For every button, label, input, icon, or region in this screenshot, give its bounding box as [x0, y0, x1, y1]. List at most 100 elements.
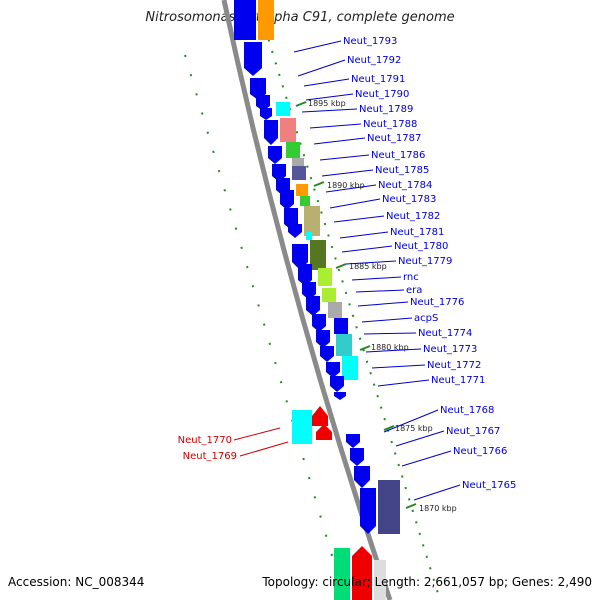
gene-feature: [300, 196, 310, 206]
gene-label[interactable]: Neut_1781: [390, 227, 444, 238]
tick-label: 1895 kbp: [308, 99, 346, 108]
leader-line: [233, 427, 281, 441]
gene-feature: [310, 240, 326, 270]
genome-summary: Topology: circular; Length: 2,661,057 bp…: [261, 575, 592, 589]
gene-feature: [250, 78, 266, 100]
leader-line: [297, 59, 346, 77]
label-leader-lines: [233, 40, 461, 501]
gene-label[interactable]: Neut_1774: [418, 328, 472, 339]
leader-line: [329, 198, 381, 209]
leader-line: [351, 276, 402, 281]
gene-feature: [280, 190, 294, 210]
leader-line: [401, 450, 452, 467]
gene-label[interactable]: Neut_1790: [355, 89, 409, 100]
leader-line: [319, 154, 370, 161]
gene-label[interactable]: Neut_1793: [343, 36, 397, 47]
gene-label[interactable]: Neut_1767: [446, 426, 500, 437]
gene-feature: [316, 330, 330, 348]
accession-label: Accession: NC_008344: [8, 575, 144, 589]
leader-line: [339, 231, 389, 239]
gene-feature: [334, 318, 348, 334]
gene-feature: [256, 95, 270, 111]
leader-line: [377, 379, 430, 387]
gene-label[interactable]: Neut_1788: [363, 119, 417, 130]
gene-feature: [292, 410, 312, 444]
leader-line: [345, 260, 397, 265]
gene-feature: [292, 166, 306, 180]
gene-labels: Neut_1793 Neut_1792 Neut_1791 Neut_1790 Neut…: [178, 36, 517, 491]
gene-label[interactable]: Neut_1787: [367, 133, 421, 144]
gene-feature: [264, 120, 278, 145]
gene-label[interactable]: rnc: [403, 272, 419, 283]
gene-feature: [312, 406, 328, 426]
gene-label[interactable]: Neut_1773: [423, 344, 477, 355]
gene-feature: [302, 282, 316, 300]
leader-line: [313, 137, 366, 145]
tick-label: 1880 kbp: [371, 343, 409, 352]
tick-label: 1870 kbp: [419, 504, 457, 513]
gene-feature: [272, 164, 286, 182]
map-title: Nitrosomonas eutropha C91, complete geno…: [145, 10, 454, 25]
leader-line: [413, 484, 461, 501]
scale-ticks: [295, 101, 417, 509]
gene-feature: [268, 146, 282, 164]
leader-line: [361, 317, 413, 323]
scale-labels: 1895 kbp 1890 kbp 1885 kbp 1880 kbp 1875…: [308, 99, 457, 513]
leader-line: [303, 78, 350, 87]
gene-label[interactable]: Neut_1766: [453, 446, 507, 457]
leader-line: [321, 169, 374, 177]
leader-line: [363, 332, 417, 335]
gene-label[interactable]: Neut_1779: [398, 256, 452, 267]
leader-line: [301, 108, 358, 113]
leader-line: [239, 441, 289, 457]
gene-feature: [292, 244, 308, 270]
gene-feature: [280, 118, 296, 142]
leader-line: [309, 123, 362, 129]
gene-label[interactable]: Neut_1792: [347, 55, 401, 66]
gene-feature: [312, 314, 326, 332]
tick-label: 1875 kbp: [395, 424, 433, 433]
gene-label[interactable]: Neut_1786: [371, 150, 425, 161]
leader-line: [383, 409, 439, 433]
gene-feature: [304, 206, 320, 236]
gene-feature: [326, 362, 340, 378]
gene-feature: [318, 268, 332, 286]
leader-line: [293, 40, 342, 53]
gene-feature: [296, 184, 308, 196]
leader-line: [357, 301, 409, 307]
tick-label: 1890 kbp: [327, 181, 365, 190]
gene-label[interactable]: acpS: [414, 313, 438, 324]
gene-label[interactable]: Neut_1771: [431, 375, 485, 386]
gene-feature: [288, 224, 302, 238]
gene-feature: [334, 392, 346, 400]
reverse-strand-features: [292, 406, 386, 600]
leader-line: [395, 430, 445, 447]
gene-label[interactable]: Neut_1765: [462, 480, 516, 491]
gene-feature: [328, 302, 342, 318]
leader-line: [333, 215, 385, 223]
gene-label[interactable]: Neut_1783: [382, 194, 436, 205]
tick-label: 1885 kbp: [349, 262, 387, 271]
gene-label[interactable]: Neut_1770: [178, 435, 232, 446]
gene-label[interactable]: Neut_1782: [386, 211, 440, 222]
gene-feature: [260, 108, 272, 120]
gene-feature: [350, 448, 364, 466]
gene-feature: [298, 264, 312, 286]
gene-feature: [378, 480, 400, 534]
gene-label[interactable]: era: [406, 285, 422, 296]
gene-label[interactable]: Neut_1791: [351, 74, 405, 85]
gene-label[interactable]: Neut_1785: [375, 165, 429, 176]
gene-label[interactable]: Neut_1768: [440, 405, 494, 416]
gene-feature: [306, 232, 312, 240]
gene-label[interactable]: Neut_1776: [410, 297, 464, 308]
gene-label[interactable]: Neut_1772: [427, 360, 481, 371]
gene-label[interactable]: Neut_1769: [183, 451, 237, 462]
gene-label[interactable]: Neut_1784: [378, 180, 432, 191]
gene-label[interactable]: Neut_1789: [359, 104, 413, 115]
gene-label[interactable]: Neut_1780: [394, 241, 448, 252]
gene-feature: [234, 0, 256, 40]
leader-line: [341, 245, 393, 253]
gene-feature: [286, 142, 300, 158]
gene-feature: [352, 546, 372, 600]
